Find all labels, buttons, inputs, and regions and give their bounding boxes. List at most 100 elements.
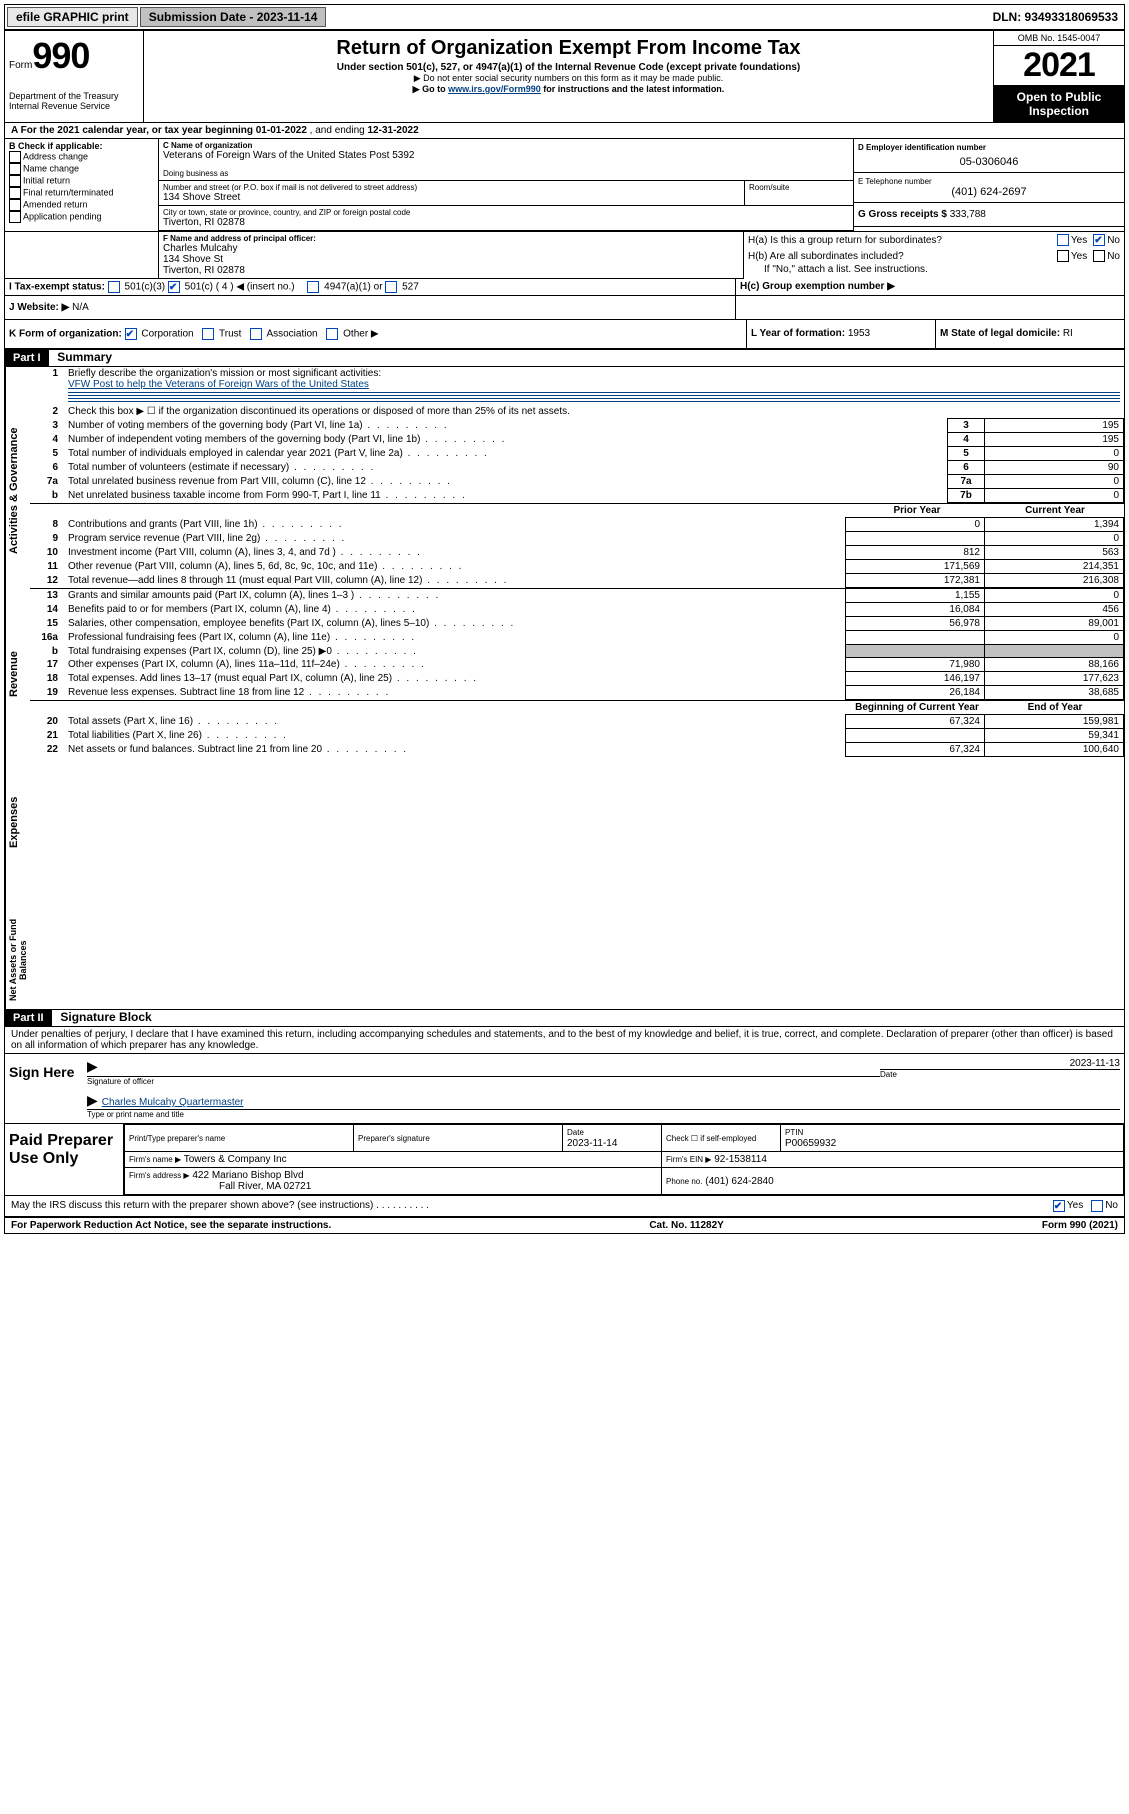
- goto-post: for instructions and the latest informat…: [541, 84, 725, 94]
- domicile-state: RI: [1063, 328, 1073, 339]
- block-m-label: M State of legal domicile:: [940, 328, 1060, 339]
- vlabel-expenses: Expenses: [5, 733, 30, 911]
- block-b-title: B Check if applicable:: [9, 141, 103, 151]
- cb-address-change[interactable]: Address change: [9, 151, 154, 163]
- dba-label: Doing business as: [163, 169, 849, 178]
- date-label: Date: [880, 1070, 1120, 1079]
- open-to-public: Open to Public Inspection: [994, 86, 1124, 122]
- discuss-yes-cb[interactable]: ✔: [1053, 1200, 1065, 1212]
- section-a: A For the 2021 calendar year, or tax yea…: [5, 123, 1124, 139]
- vlabel-governance: Activities & Governance: [5, 367, 30, 615]
- room-label: Room/suite: [749, 183, 849, 192]
- prep-date-label: Date: [567, 1128, 584, 1137]
- city-state-zip: Tiverton, RI 02878: [163, 217, 849, 228]
- entity-info-row: B Check if applicable: Address change Na…: [5, 139, 1124, 232]
- dln-label: DLN: 93493318069533: [993, 10, 1124, 24]
- officer-group-row: F Name and address of principal officer:…: [5, 232, 1124, 279]
- self-employed-check[interactable]: Check ☐ if self-employed: [662, 1125, 781, 1152]
- col-prior: Prior Year: [848, 504, 986, 518]
- section-a-pre: A For the 2021 calendar year, or tax yea…: [11, 125, 256, 136]
- firm-ein-label: Firm's EIN ▶: [666, 1155, 711, 1164]
- part1-body: Activities & Governance Revenue Expenses…: [5, 367, 1124, 1009]
- website-value: N/A: [72, 302, 89, 313]
- block-e-label: E Telephone number: [858, 177, 1120, 186]
- phone-value: (401) 624-2697: [858, 186, 1120, 198]
- prep-sig-label: Preparer's signature: [358, 1134, 558, 1143]
- ssn-warning: ▶ Do not enter social security numbers o…: [152, 73, 985, 84]
- paid-preparer-block: Paid Preparer Use Only Print/Type prepar…: [5, 1124, 1124, 1195]
- h-b-label: H(b) Are all subordinates included?: [748, 251, 1057, 262]
- block-i-label: I Tax-exempt status:: [9, 282, 105, 293]
- discuss-no-cb[interactable]: [1091, 1200, 1103, 1212]
- other-cb[interactable]: [326, 328, 338, 340]
- h-b-note: If "No," attach a list. See instructions…: [744, 264, 1124, 277]
- firm-ein: 92-1538114: [714, 1154, 767, 1165]
- block-d-label: D Employer identification number: [858, 143, 1120, 152]
- paid-preparer-label: Paid Preparer Use Only: [5, 1124, 124, 1195]
- mission-text: VFW Post to help the Veterans of Foreign…: [68, 379, 369, 390]
- cb-application-pending[interactable]: Application pending: [9, 211, 154, 223]
- cb-name-change[interactable]: Name change: [9, 163, 154, 175]
- dept-treasury: Department of the Treasury Internal Reve…: [9, 91, 139, 111]
- line2-text: Check this box ▶ ☐ if the organization d…: [64, 405, 1124, 418]
- cb-initial-return[interactable]: Initial return: [9, 175, 154, 187]
- submission-date-label: Submission Date - 2023-11-14: [140, 7, 327, 27]
- year-formation: 1953: [848, 328, 870, 339]
- vlabel-revenue: Revenue: [5, 615, 30, 733]
- col-current: Current Year: [986, 504, 1124, 518]
- officer-printed-name: Charles Mulcahy Quartermaster: [102, 1097, 244, 1108]
- assoc-cb[interactable]: [250, 328, 262, 340]
- col-begin: Beginning of Current Year: [848, 701, 986, 715]
- prep-date: 2023-11-14: [567, 1138, 617, 1149]
- block-j-label: J Website: ▶: [9, 302, 69, 313]
- perjury-declaration: Under penalties of perjury, I declare th…: [5, 1027, 1124, 1053]
- street-address: 134 Shove Street: [163, 192, 740, 203]
- part1-title: Summary: [51, 350, 112, 364]
- firm-addr-label: Firm's address ▶: [129, 1171, 190, 1180]
- form-number: 990: [32, 35, 89, 76]
- hb-no-cb[interactable]: [1093, 250, 1105, 262]
- 501c3-cb[interactable]: [108, 281, 120, 293]
- 527-cb[interactable]: [385, 281, 397, 293]
- cb-amended-return[interactable]: Amended return: [9, 199, 154, 211]
- status-row: I Tax-exempt status: 501(c)(3) ✔ 501(c) …: [5, 279, 1124, 296]
- top-bar: efile GRAPHIC print Submission Date - 20…: [5, 5, 1124, 31]
- discuss-question: May the IRS discuss this return with the…: [11, 1200, 1053, 1212]
- form-word: Form: [9, 60, 32, 71]
- tax-year: 2021: [994, 46, 1124, 86]
- ha-no-cb[interactable]: ✔: [1093, 234, 1105, 246]
- irs-link[interactable]: www.irs.gov/Form990: [448, 84, 541, 94]
- form-990-container: efile GRAPHIC print Submission Date - 20…: [4, 4, 1125, 1234]
- firm-city: Fall River, MA 02721: [219, 1181, 311, 1192]
- block-k-label: K Form of organization:: [9, 329, 122, 340]
- footer-mid: Cat. No. 11282Y: [649, 1220, 723, 1231]
- omb-number: OMB No. 1545-0047: [994, 31, 1124, 46]
- firm-name-label: Firm's name ▶: [129, 1155, 181, 1164]
- line1-label: Briefly describe the organization's miss…: [68, 368, 381, 379]
- efile-print-btn[interactable]: efile GRAPHIC print: [7, 7, 138, 27]
- ha-yes-cb[interactable]: [1057, 234, 1069, 246]
- 4947-cb[interactable]: [307, 281, 319, 293]
- footer-right: Form 990 (2021): [1042, 1220, 1118, 1231]
- block-f-label: F Name and address of principal officer:: [163, 234, 739, 243]
- sig-date: 2023-11-13: [880, 1058, 1120, 1070]
- form-header: Form990 Department of the Treasury Inter…: [5, 31, 1124, 123]
- page-footer: For Paperwork Reduction Act Notice, see …: [5, 1216, 1124, 1233]
- block-g-label: G Gross receipts $: [858, 209, 947, 220]
- prep-name-label: Print/Type preparer's name: [129, 1134, 349, 1143]
- section-a-mid: , and ending: [307, 125, 368, 136]
- goto-pre: ▶ Go to: [413, 84, 448, 94]
- ty-end: 12-31-2022: [368, 125, 419, 136]
- 501c-cb[interactable]: ✔: [168, 281, 180, 293]
- footer-left: For Paperwork Reduction Act Notice, see …: [11, 1220, 331, 1231]
- ty-begin: 01-01-2022: [256, 125, 307, 136]
- sign-here-label: Sign Here: [5, 1054, 83, 1123]
- cb-final-return[interactable]: Final return/terminated: [9, 187, 154, 199]
- sig-officer-label: Signature of officer: [87, 1077, 880, 1086]
- ein-value: 05-0306046: [858, 156, 1120, 168]
- hb-yes-cb[interactable]: [1057, 250, 1069, 262]
- corp-cb[interactable]: ✔: [125, 328, 137, 340]
- h-c-label: H(c) Group exemption number ▶: [740, 281, 895, 292]
- trust-cb[interactable]: [202, 328, 214, 340]
- col-end: End of Year: [986, 701, 1124, 715]
